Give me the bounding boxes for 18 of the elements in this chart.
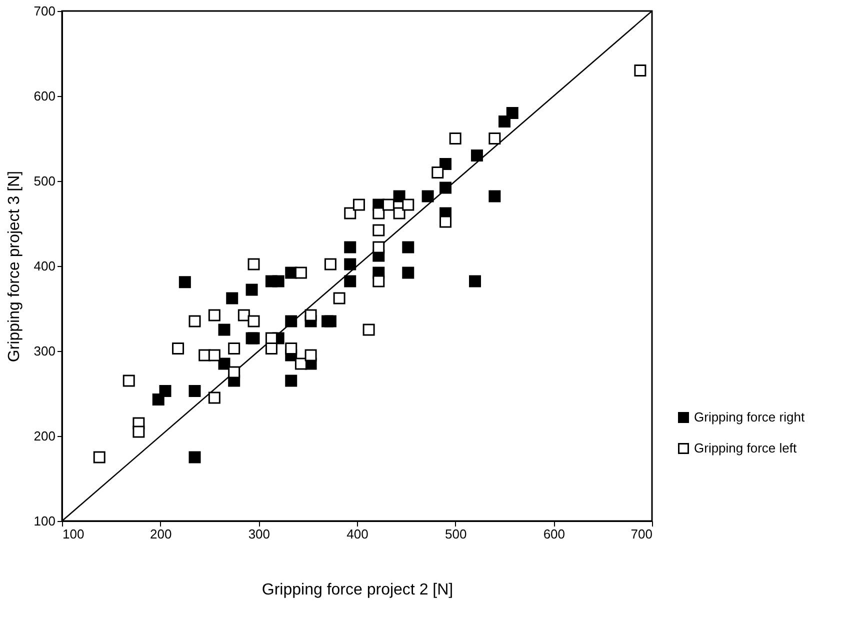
y-tick-label: 400	[34, 258, 56, 274]
y-tick-label: 600	[34, 88, 56, 104]
legend-label: Gripping force left	[694, 440, 797, 456]
y-tick-label: 700	[34, 4, 56, 18]
x-tick-label: 500	[444, 526, 467, 542]
y-tick-label: 100	[34, 514, 56, 528]
x-tick-label: 200	[150, 526, 172, 542]
x-tick-label: 700	[630, 526, 652, 542]
y-tick-label: 200	[34, 428, 56, 444]
y-axis-title: Gripping force project 3 [N]	[6, 170, 23, 362]
x-axis-title: Gripping force project 2 [N]	[262, 582, 454, 598]
x-tick-label: 600	[543, 526, 566, 542]
x-tick-label: 100	[62, 526, 84, 542]
x-tick-label: 300	[248, 526, 270, 542]
y-tick-label: 300	[34, 344, 56, 358]
y-tick-label: 500	[34, 174, 56, 188]
legend-label: Gripping force right	[694, 410, 805, 424]
x-tick-label: 400	[346, 526, 368, 542]
